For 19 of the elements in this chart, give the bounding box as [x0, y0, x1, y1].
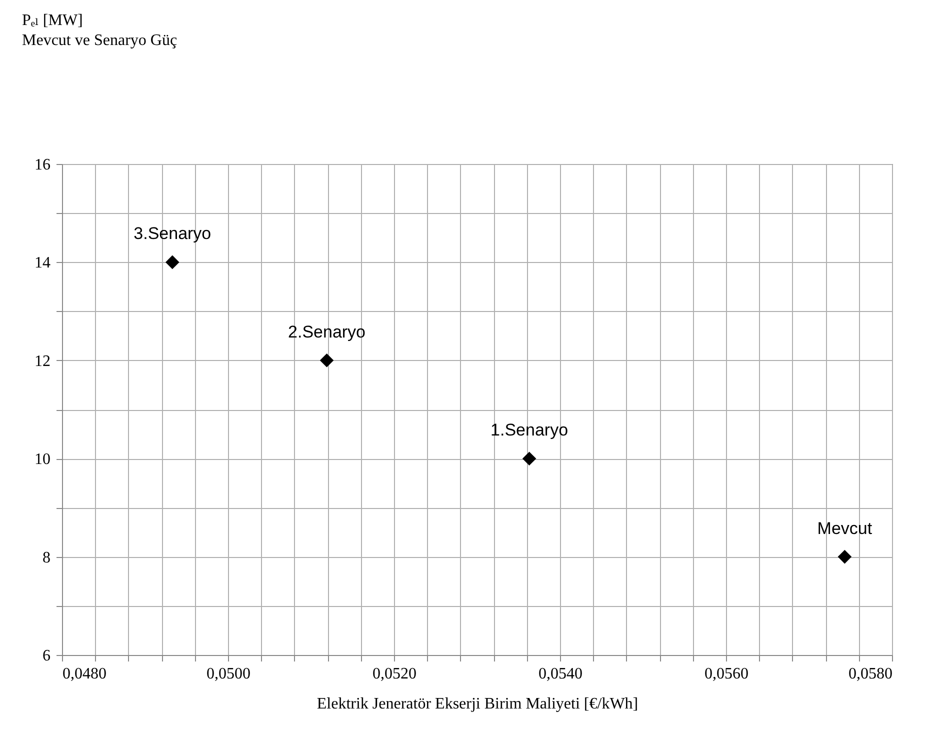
- x-tick-label: 0,0580: [848, 666, 892, 682]
- y-tick-label: 10: [34, 451, 50, 468]
- x-tick-label: 0,0560: [704, 666, 748, 682]
- y-tick-label: 16: [34, 156, 50, 174]
- x-tick-label: 0,0540: [538, 666, 582, 682]
- annotation: 3.Senaryo: [134, 224, 212, 244]
- x-axis-title: Elektrik Jeneratör Ekserji Birim Maliyeti [€/kWh]: [316, 696, 638, 712]
- y-tick-label: 8: [42, 549, 50, 566]
- y-tick-label: 12: [34, 352, 50, 370]
- annotation: Mevcut: [817, 518, 872, 538]
- annotation: 2.Senaryo: [288, 322, 366, 342]
- y-tick-label: 14: [34, 254, 50, 272]
- chart-title: Mevcut ve Senaryo Güç: [22, 32, 178, 49]
- x-tick-label: 0,0480: [62, 666, 106, 682]
- annotation: 1.Senaryo: [490, 420, 568, 440]
- x-tick-label: 0,0500: [206, 666, 250, 682]
- text: Pₑₗ [MW]: [22, 12, 83, 29]
- y-tick-label: 6: [42, 648, 50, 664]
- x-tick-label: 0,0520: [372, 666, 416, 682]
